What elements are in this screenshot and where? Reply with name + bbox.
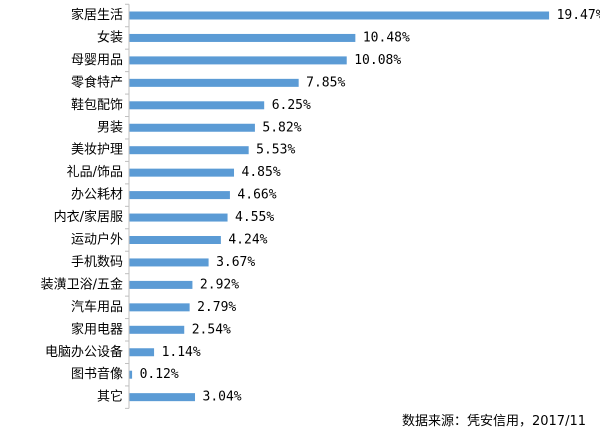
category-label: 美妆护理 <box>71 143 123 158</box>
bar <box>129 101 265 110</box>
data-label: 4.66% <box>237 188 276 203</box>
data-label: 19.47% <box>557 8 600 23</box>
bar <box>129 191 230 200</box>
data-label: 5.53% <box>256 143 295 158</box>
category-label: 女装 <box>97 29 123 45</box>
bar <box>129 123 255 132</box>
bar <box>129 280 193 289</box>
source-note: 数据来源：凭安信用，2017/11 <box>401 414 586 429</box>
category-label: 鞋包配饰 <box>71 97 123 113</box>
category-label: 母婴用品 <box>71 53 123 68</box>
data-label: 10.08% <box>354 53 401 68</box>
bar <box>129 56 347 65</box>
data-label: 4.24% <box>228 233 267 248</box>
data-label: 2.54% <box>192 322 231 337</box>
bar <box>129 370 133 379</box>
bar <box>129 146 249 155</box>
data-label: 3.67% <box>216 255 255 270</box>
bar <box>129 78 299 87</box>
data-label: 4.85% <box>242 165 281 180</box>
category-label: 办公耗材 <box>71 188 123 203</box>
bar <box>129 303 190 312</box>
bar <box>129 33 356 42</box>
data-label: 10.48% <box>363 30 410 45</box>
category-label: 装潢卫浴/五金 <box>41 276 123 292</box>
data-label: 0.12% <box>140 367 179 382</box>
data-label: 4.55% <box>235 210 274 225</box>
category-label: 汽车用品 <box>71 299 123 315</box>
data-label: 3.04% <box>203 390 242 405</box>
category-label: 男装 <box>97 120 123 135</box>
category-label: 礼品/饰品 <box>67 164 123 180</box>
category-label: 运动户外 <box>71 232 123 248</box>
bar <box>129 348 155 357</box>
category-label: 零食特产 <box>71 74 123 90</box>
bar <box>129 258 209 267</box>
bar <box>129 393 196 402</box>
data-label: 1.14% <box>162 345 201 360</box>
bar <box>129 236 221 244</box>
category-label: 家用电器 <box>71 321 123 337</box>
category-label: 家居生活 <box>71 7 123 23</box>
category-label: 图书音像 <box>71 366 123 382</box>
data-label: 2.79% <box>197 300 236 315</box>
data-label: 6.25% <box>272 98 311 113</box>
bar <box>129 168 235 177</box>
data-label: 2.92% <box>200 277 239 292</box>
category-label: 手机数码 <box>71 255 123 270</box>
category-label: 内衣/家居服 <box>54 209 123 225</box>
bar <box>129 11 550 20</box>
bar <box>129 325 185 334</box>
bar <box>129 213 228 222</box>
data-label: 5.82% <box>262 120 301 135</box>
data-label: 7.85% <box>306 75 345 90</box>
category-label: 电脑办公设备 <box>45 344 123 360</box>
category-label: 其它 <box>97 389 123 405</box>
